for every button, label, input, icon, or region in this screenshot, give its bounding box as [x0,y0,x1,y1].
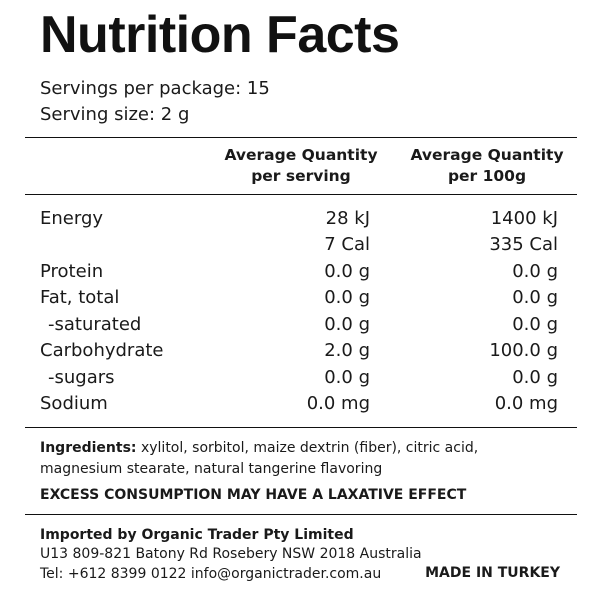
laxative-warning: EXCESS CONSUMPTION MAY HAVE A LAXATIVE E… [40,487,467,503]
column-header-per-100g: Average Quantity per 100g [407,145,567,187]
serving-size: Serving size: 2 g [40,104,190,125]
value-per-100g: 335 Cal [489,234,558,255]
value-per-serving: 0.0 g [324,287,370,308]
nutrient-label: -saturated [48,314,142,335]
made-in-label: MADE IN TURKEY [425,565,560,581]
ingredients-heading: Ingredients: [40,440,137,456]
value-per-serving: 7 Cal [324,234,370,255]
value-per-100g: 0.0 g [512,314,558,335]
nutrient-label: Carbohydrate [40,340,164,361]
column-header-line: per serving [251,167,351,185]
ingredients-line-1: Ingredients: xylitol, sorbitol, maize de… [40,440,478,456]
importer-contact: Tel: +612 8399 0122 info@organictrader.c… [40,566,382,582]
value-per-serving: 0.0 g [324,367,370,388]
importer-address: U13 809-821 Batony Rd Rosebery NSW 2018 … [40,546,422,562]
nutrition-facts-title: Nutrition Facts [40,6,400,64]
value-per-serving: 0.0 g [324,261,370,282]
nutrient-label: Protein [40,261,104,282]
ingredients-text: xylitol, sorbitol, maize dextrin (fiber)… [136,440,479,456]
importer-name: Imported by Organic Trader Pty Limited [40,527,354,543]
divider-top [25,137,577,138]
column-header-line: Average Quantity [410,146,564,164]
value-per-100g: 1400 kJ [490,208,558,229]
nutrient-label: Sodium [40,393,108,414]
column-header-per-serving: Average Quantity per serving [221,145,381,187]
column-header-line: per 100g [447,167,527,185]
value-per-serving: 0.0 mg [306,393,370,414]
value-per-serving: 28 kJ [325,208,370,229]
nutrient-row-saturated: -saturated 0.0 g 0.0 g [0,312,600,338]
value-per-100g: 0.0 g [512,261,558,282]
value-per-100g: 100.0 g [489,340,558,361]
divider-ingredients [25,427,577,428]
value-per-100g: 0.0 g [512,287,558,308]
nutrient-row-fat-total: Fat, total 0.0 g 0.0 g [0,285,600,311]
nutrient-label: Energy [40,208,104,229]
value-per-100g: 0.0 mg [494,393,558,414]
nutrient-row-carbohydrate: Carbohydrate 2.0 g 100.0 g [0,338,600,364]
nutrient-row-energy-cal: 7 Cal 335 Cal [0,232,600,258]
value-per-100g: 0.0 g [512,367,558,388]
column-header-line: Average Quantity [224,146,378,164]
value-per-serving: 0.0 g [324,314,370,335]
ingredients-line-2: magnesium stearate, natural tangerine fl… [40,461,383,477]
nutrient-row-energy-kj: Energy 28 kJ 1400 kJ [0,206,600,232]
divider-header [25,194,577,195]
nutrient-label: Fat, total [40,287,120,308]
nutrient-row-sugars: -sugars 0.0 g 0.0 g [0,365,600,391]
divider-importer [25,514,577,515]
nutrient-label: -sugars [48,367,115,388]
servings-per-package: Servings per package: 15 [40,78,270,99]
nutrient-row-protein: Protein 0.0 g 0.0 g [0,259,600,285]
nutrient-row-sodium: Sodium 0.0 mg 0.0 mg [0,391,600,417]
value-per-serving: 2.0 g [324,340,370,361]
